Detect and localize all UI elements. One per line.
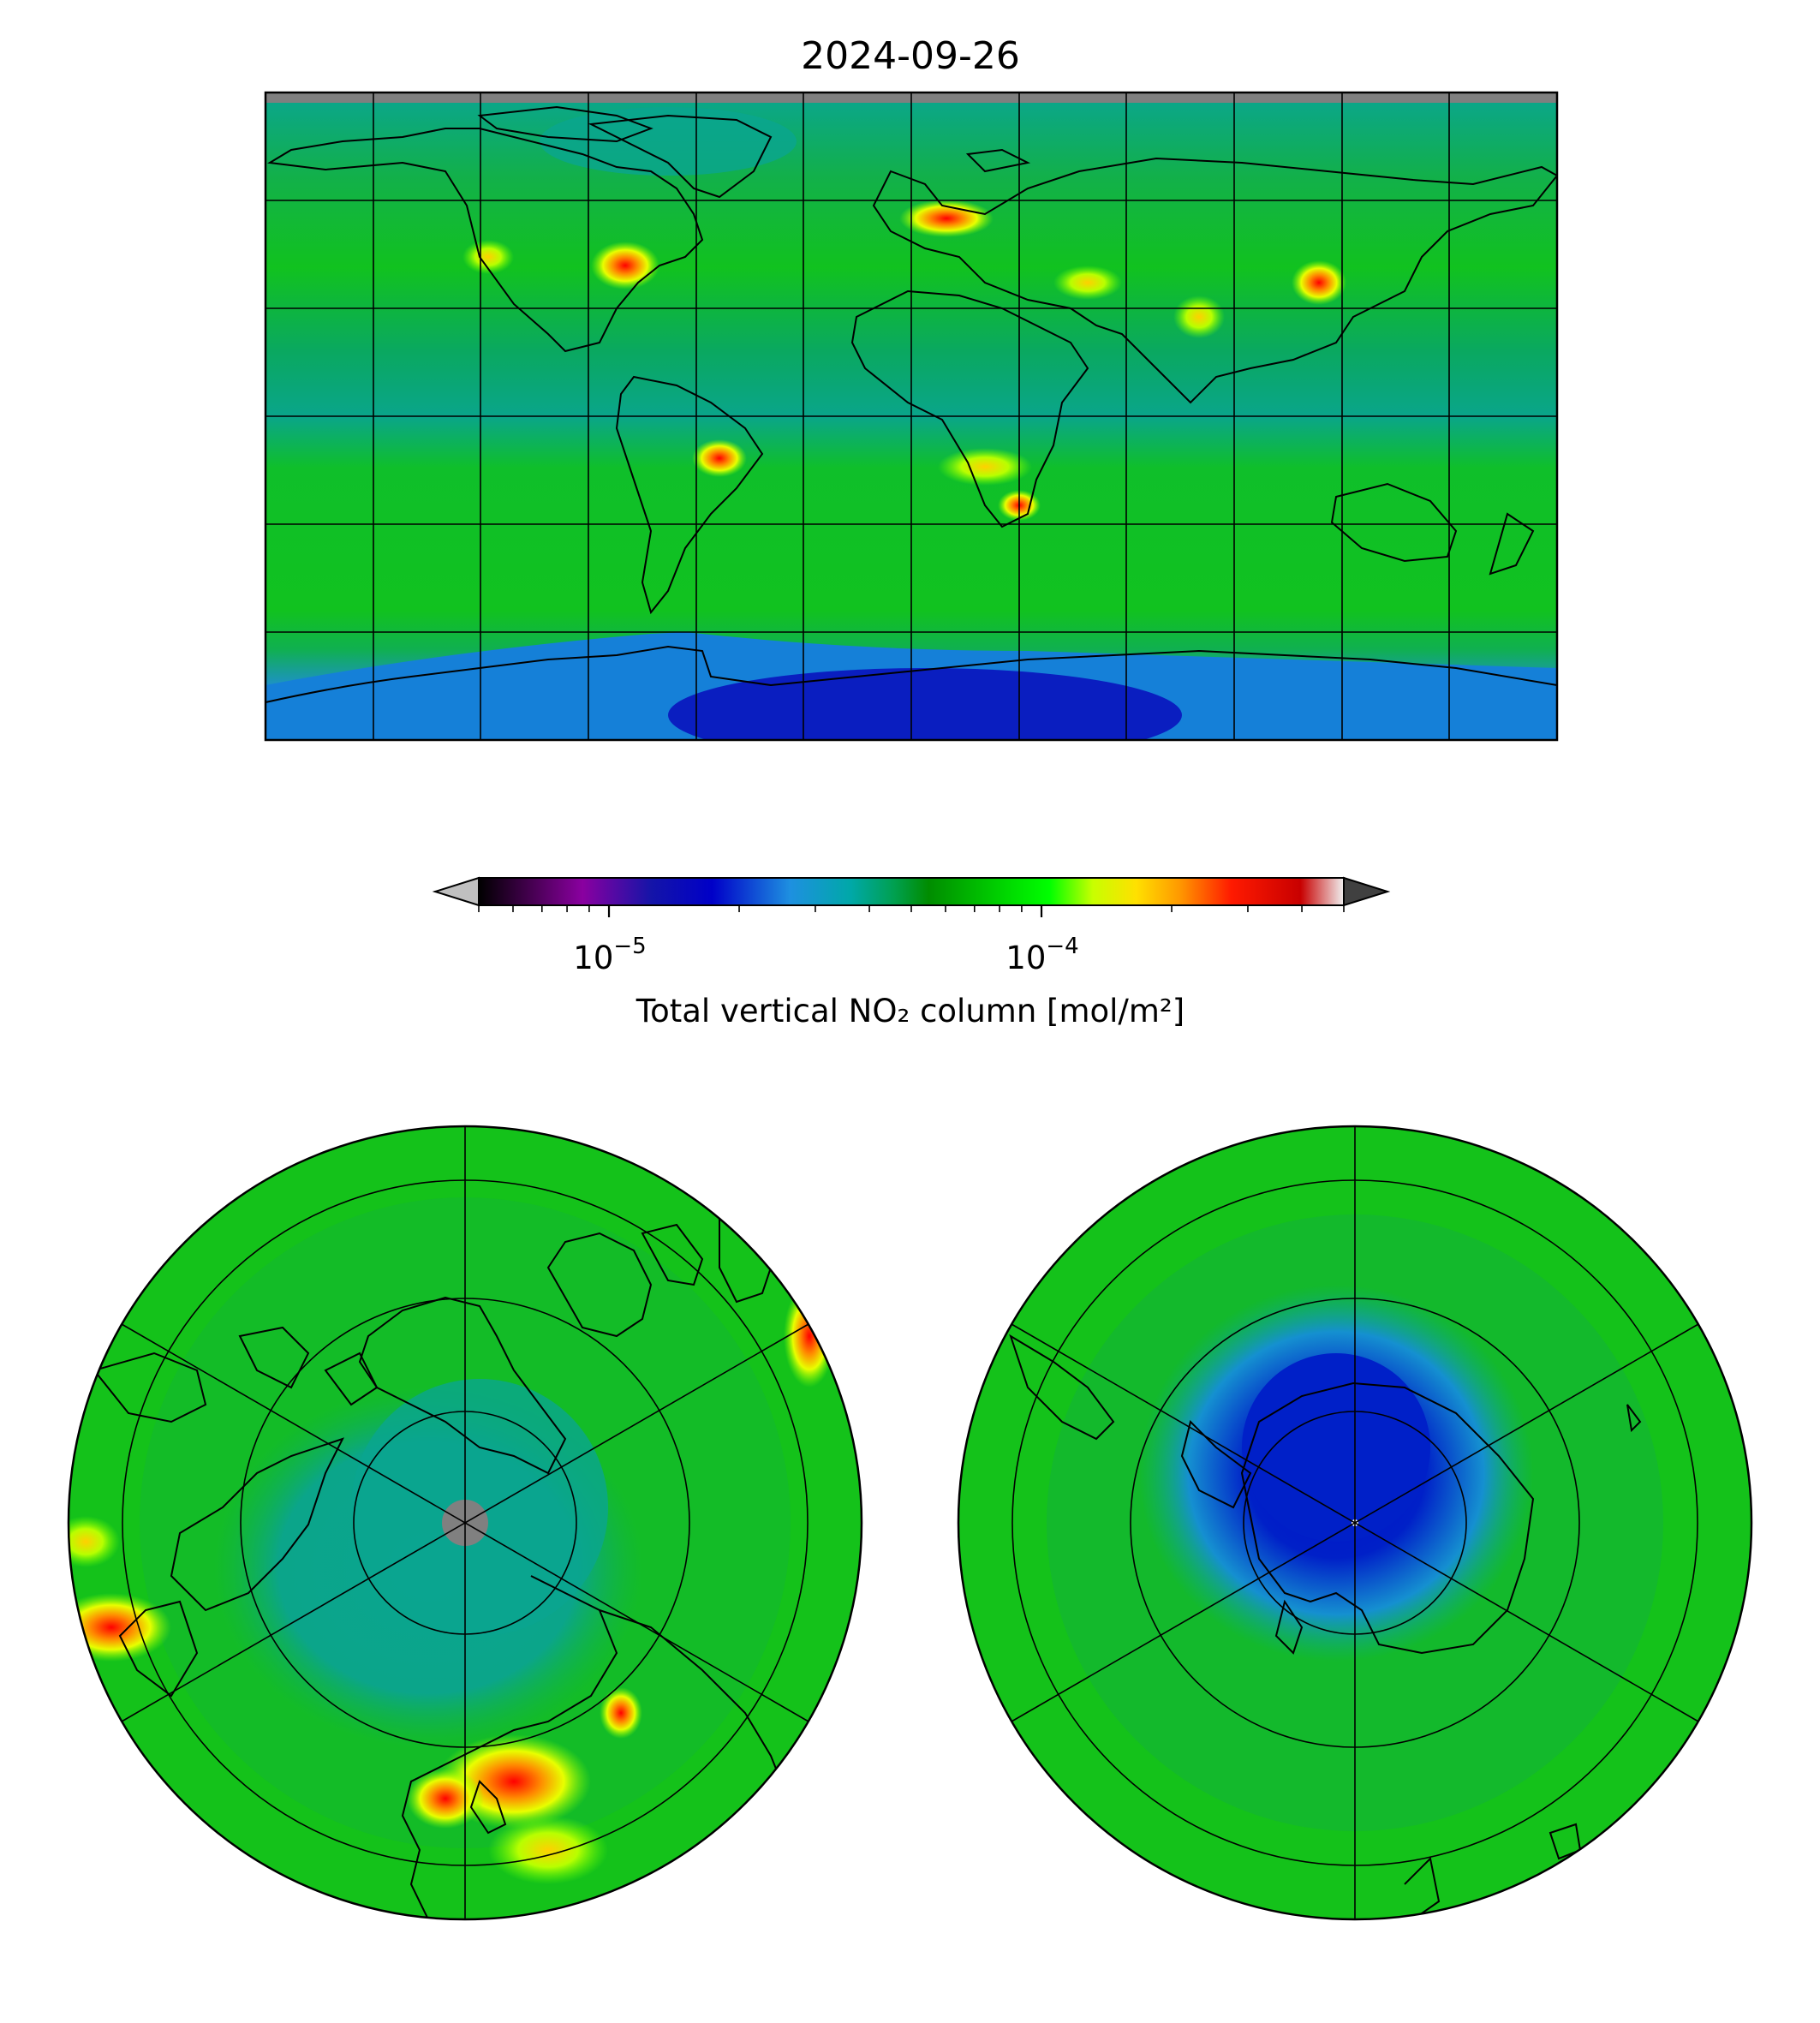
colorbar-tick-label-2: 10−4 bbox=[1005, 934, 1078, 976]
colorbar-extend-min bbox=[432, 876, 480, 907]
colorbar-label: Total vertical NO₂ column [mol/m²] bbox=[636, 993, 1184, 1029]
colorbar: 10−5 10−4 Total vertical NO₂ column [mol… bbox=[432, 876, 1391, 1029]
colorbar-ticks bbox=[478, 905, 1345, 917]
colorbar-extend-max bbox=[1343, 876, 1391, 907]
colorbar-body bbox=[479, 878, 1344, 905]
global-map-frame bbox=[264, 91, 1559, 742]
global-graticule bbox=[266, 92, 1557, 740]
south-polar-frame bbox=[957, 1125, 1753, 1921]
figure-title: 2024-09-26 bbox=[801, 34, 1020, 78]
north-polar-frame bbox=[67, 1125, 863, 1921]
south-polar-graticule bbox=[1011, 1126, 1699, 1919]
colorbar-tick-label-1: 10−5 bbox=[573, 934, 646, 976]
north-polar-map bbox=[69, 1126, 862, 1919]
south-polar-map bbox=[958, 1126, 1751, 1919]
north-polar-graticule bbox=[121, 1126, 809, 1919]
